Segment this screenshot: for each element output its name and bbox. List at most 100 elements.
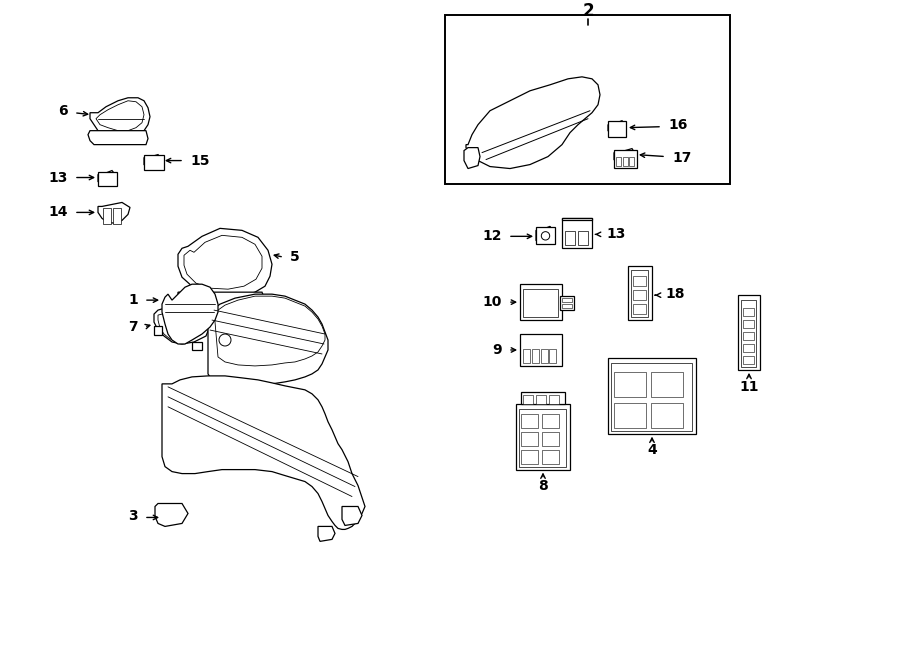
Text: 13: 13 [49, 171, 68, 184]
Bar [578, 231, 588, 245]
Polygon shape [154, 326, 162, 335]
Polygon shape [158, 309, 204, 341]
Bar [562, 304, 572, 308]
Text: 5: 5 [290, 251, 300, 264]
Text: 18: 18 [665, 287, 685, 301]
Bar [536, 227, 555, 245]
Bar [445, 15, 730, 184]
Bar [616, 157, 621, 165]
Bar [542, 449, 559, 463]
Text: 8: 8 [538, 479, 548, 492]
Polygon shape [162, 284, 218, 344]
Text: 16: 16 [668, 118, 688, 132]
Text: 14: 14 [49, 206, 68, 219]
Bar [608, 358, 696, 434]
Text: 4: 4 [647, 443, 657, 457]
Bar [521, 414, 538, 428]
Polygon shape [90, 98, 150, 137]
Bar [743, 344, 754, 352]
Bar [611, 363, 692, 431]
Bar [631, 270, 648, 317]
Bar [741, 300, 756, 367]
Text: 9: 9 [492, 343, 502, 357]
Polygon shape [464, 147, 480, 169]
Bar [633, 304, 646, 314]
Bar [519, 408, 566, 467]
Bar [743, 332, 754, 340]
Polygon shape [178, 228, 272, 296]
Bar [614, 372, 646, 397]
Polygon shape [562, 218, 592, 220]
Bar [523, 349, 530, 363]
Bar [520, 334, 562, 366]
Text: 3: 3 [129, 510, 138, 524]
Polygon shape [98, 171, 116, 186]
Bar [113, 208, 121, 224]
Bar [549, 349, 556, 363]
Polygon shape [214, 296, 325, 366]
Polygon shape [608, 121, 626, 135]
Text: 2: 2 [582, 2, 594, 20]
Bar [521, 432, 538, 446]
Text: 13: 13 [606, 227, 626, 241]
Text: 6: 6 [58, 104, 68, 118]
Circle shape [219, 334, 231, 346]
Polygon shape [318, 526, 335, 541]
Polygon shape [144, 155, 162, 169]
Bar [520, 284, 562, 320]
Polygon shape [98, 202, 130, 223]
Bar [628, 266, 652, 320]
Bar [633, 290, 646, 300]
Bar [743, 356, 754, 364]
Bar [743, 320, 754, 328]
Bar [560, 296, 574, 310]
Polygon shape [614, 149, 636, 165]
Text: 17: 17 [672, 151, 691, 165]
Bar [562, 218, 592, 249]
Polygon shape [192, 342, 202, 350]
Bar [103, 208, 111, 224]
Bar [565, 231, 575, 245]
Polygon shape [536, 226, 554, 245]
Bar [536, 395, 546, 404]
Bar [738, 295, 760, 370]
Polygon shape [208, 294, 328, 386]
Bar [541, 349, 547, 363]
Bar [549, 395, 559, 404]
Text: 11: 11 [739, 380, 759, 394]
Bar [614, 403, 646, 428]
Polygon shape [184, 235, 262, 289]
Bar [651, 403, 683, 428]
Text: 7: 7 [129, 320, 138, 334]
Bar [562, 298, 572, 302]
Polygon shape [155, 504, 188, 526]
Bar [651, 372, 683, 397]
Text: 15: 15 [190, 153, 210, 168]
Bar [523, 395, 533, 404]
Circle shape [541, 231, 550, 240]
Polygon shape [88, 131, 148, 145]
Bar [521, 449, 538, 463]
Text: 12: 12 [482, 229, 502, 243]
Text: 10: 10 [482, 295, 502, 309]
Bar [521, 392, 565, 404]
Bar [633, 276, 646, 286]
Bar [743, 308, 754, 316]
Polygon shape [154, 304, 210, 344]
Polygon shape [466, 77, 600, 169]
Bar [608, 121, 626, 137]
Bar [516, 404, 570, 469]
Text: 1: 1 [128, 293, 138, 307]
Bar [98, 172, 117, 186]
Bar [614, 149, 637, 167]
Polygon shape [162, 376, 365, 529]
Bar [542, 414, 559, 428]
Polygon shape [96, 100, 144, 131]
Bar [629, 157, 634, 165]
Bar [532, 349, 539, 363]
Polygon shape [178, 292, 265, 308]
Polygon shape [342, 506, 362, 525]
Bar [623, 157, 627, 165]
Bar [523, 289, 558, 317]
Bar [144, 155, 164, 169]
